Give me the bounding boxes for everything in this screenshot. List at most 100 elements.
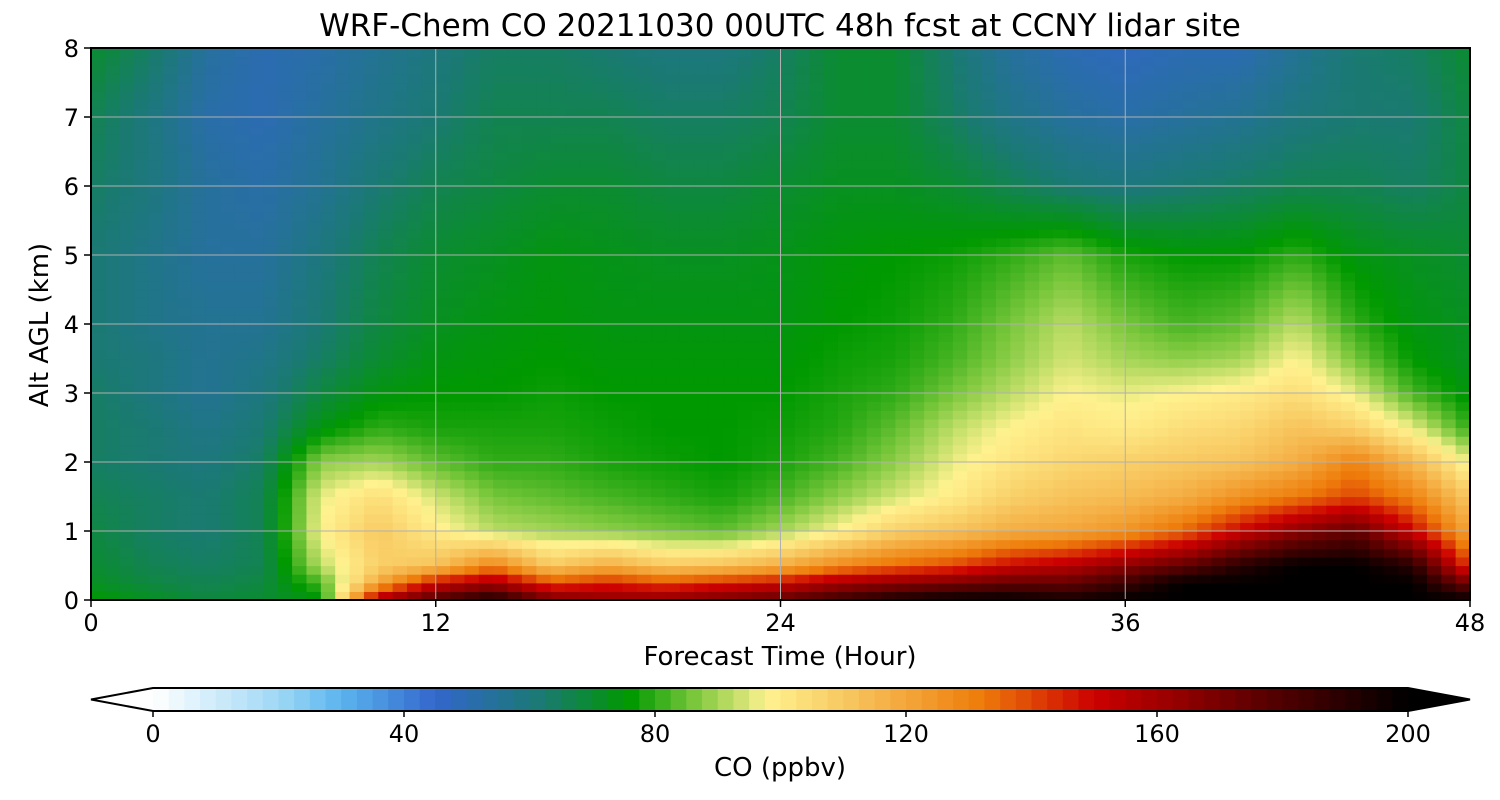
heatmap-cell [220,462,236,472]
heatmap-cell [651,229,667,239]
heatmap-cell [651,306,667,316]
heatmap-cell [837,496,853,506]
heatmap-cell [205,453,221,463]
heatmap-cell [450,186,466,196]
heatmap-cell [837,237,853,247]
heatmap-cell [306,168,322,178]
heatmap-cell [320,73,336,84]
heatmap-cell [852,505,868,515]
heatmap-cell [1139,556,1155,567]
heatmap-cell [622,565,638,575]
heatmap-cell [694,237,710,247]
heatmap-cell [148,393,164,403]
heatmap-cell [593,410,609,420]
heatmap-cell [493,384,509,394]
heatmap-cell [234,548,250,558]
heatmap-cell [507,496,523,506]
heatmap-cell [536,306,552,316]
heatmap-cell [435,444,451,454]
heatmap-cell [363,186,379,196]
heatmap-cell [665,48,681,58]
heatmap-cell [306,108,322,118]
heatmap-cell [478,160,494,170]
heatmap-cell [450,349,466,360]
heatmap-cell [292,160,308,170]
heatmap-cell [579,48,595,58]
heatmap-cell [1082,168,1098,178]
heatmap-cell [751,375,767,385]
heatmap-cell [1153,315,1169,325]
heatmap-cell [608,479,624,489]
heatmap-cell [478,453,494,463]
heatmap-cell [1096,65,1112,75]
heatmap-cell [981,556,997,567]
heatmap-cell [694,229,710,239]
heatmap-cell [292,444,308,454]
heatmap-cell [881,393,897,403]
heatmap-cell [837,427,853,437]
heatmap-cell [105,539,121,549]
heatmap-cell [1197,531,1213,541]
heatmap-cell [1182,73,1198,84]
heatmap-cell [464,436,480,446]
heatmap-cell [378,324,394,334]
heatmap-cell [608,462,624,472]
heatmap-cell [407,349,422,360]
heatmap-cell [507,186,523,196]
heatmap-cell [335,591,351,600]
heatmap-cell [909,358,925,368]
heatmap-cell [435,332,451,342]
heatmap-cell [263,401,279,411]
heatmap-cell [1153,82,1169,92]
heatmap-cell [1024,73,1040,84]
heatmap-cell [766,315,782,325]
heatmap-cell [249,125,264,135]
heatmap-cell [292,410,308,420]
heatmap-cell [205,160,221,170]
heatmap-cell [335,117,351,127]
heatmap-cell [162,427,178,437]
heatmap-cell [162,349,178,360]
heatmap-cell [1197,229,1213,239]
heatmap-cell [249,315,264,325]
heatmap-cell [665,298,681,308]
heatmap-cell [809,341,825,351]
heatmap-cell [995,56,1011,66]
heatmap-cell [392,522,408,532]
heatmap-cell [1067,565,1083,575]
heatmap-cell [335,246,351,256]
heatmap-cell [809,48,825,58]
heatmap-cell [1139,99,1155,109]
heatmap-cell [708,548,724,558]
heatmap-cell [205,565,221,575]
heatmap-cell [565,142,580,153]
heatmap-cell [708,177,724,187]
heatmap-cell [521,91,537,101]
heatmap-cell [306,324,322,334]
heatmap-cell [134,246,150,256]
heatmap-cell [91,531,106,541]
heatmap-cell [780,99,796,109]
heatmap-cell [392,539,408,549]
heatmap-cell [1039,289,1055,299]
heatmap-cell [91,229,106,239]
heatmap-cell [622,306,638,316]
heatmap-cell [1039,548,1055,558]
heatmap-cell [378,462,394,472]
heatmap-cell [1096,117,1112,127]
heatmap-cell [1053,263,1069,273]
heatmap-cell [450,444,466,454]
heatmap-cell [565,487,580,498]
heatmap-cell [1153,522,1169,532]
heatmap-cell [1197,332,1213,342]
heatmap-cell [1039,496,1055,506]
heatmap-cell [565,393,580,403]
heatmap-cell [1010,470,1026,480]
heatmap-cell [895,108,911,118]
heatmap-cell [852,168,868,178]
heatmap-cell [363,134,379,144]
heatmap-cell [1125,255,1141,265]
heatmap-cell [306,375,322,385]
heatmap-cell [952,211,968,222]
heatmap-cell [191,306,207,316]
